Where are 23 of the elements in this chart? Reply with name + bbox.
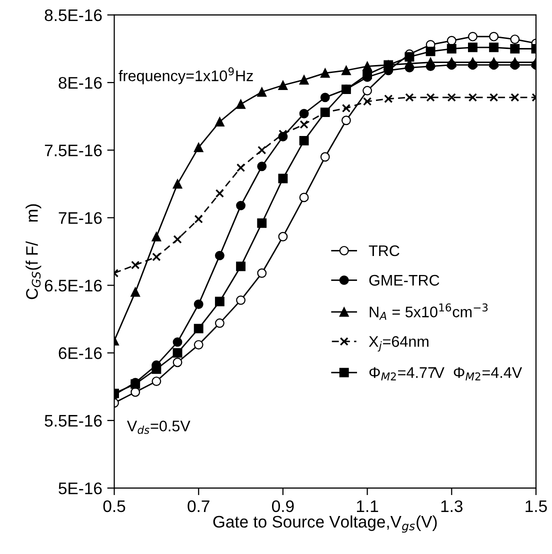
- legend-label: Φ$_{M2}$=4.77V Φ$_{M2}$=4.4V: [369, 367, 522, 380]
- x-tick-label: 0.5: [103, 500, 126, 512]
- annotation: V$_{ds}$=0.5V: [126, 420, 190, 434]
- y-tick-label: 8.5E-16: [44, 9, 102, 22]
- x-tick-label: 0.9: [272, 500, 294, 512]
- x-tick-label: 1.1: [356, 500, 378, 512]
- y-tick-label: 5.5E-16: [44, 414, 102, 427]
- y-tick-label: 6E-16: [58, 347, 102, 360]
- x-tick-label: 1.3: [441, 500, 462, 512]
- legend-label: TRC: [368, 245, 400, 256]
- y-tick-label: 8E-16: [58, 76, 102, 89]
- x-tick-label: 1.5: [526, 500, 547, 512]
- y-tick-label: 6.5E-16: [44, 280, 102, 292]
- annotation: frequency=1x10$^{9}$Hz: [118, 67, 253, 84]
- x-tick-label: 0.7: [188, 500, 210, 512]
- y-tick-label: 7.5E-16: [44, 144, 102, 156]
- x-axis-title: Gate to Source Voltage,V$_{gs}$(V): [213, 515, 437, 533]
- legend-label: N$_{A}$ = 5x10$^{16}$cm$^{−3}$: [370, 303, 488, 320]
- y-tick-label: 5E-16: [58, 482, 102, 494]
- y-tick-label: 7E-16: [58, 212, 102, 224]
- legend-label: X$_{j}$=64nm: [368, 336, 428, 352]
- y-axis-title: C$_{GS}$(f F/ m): [26, 204, 42, 300]
- legend-label: GME-TRC: [369, 274, 440, 286]
